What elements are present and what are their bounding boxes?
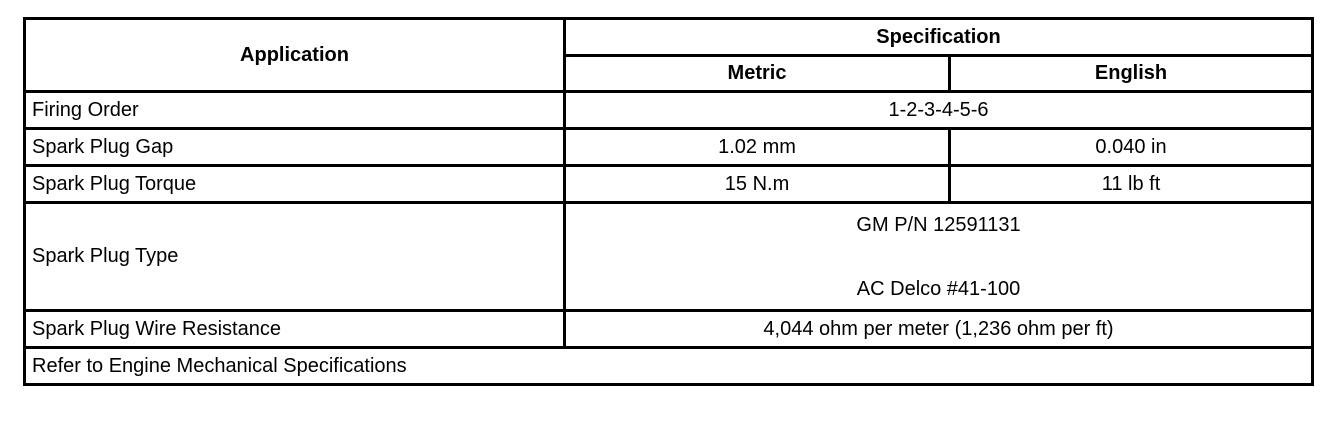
table-row: Refer to Engine Mechanical Specification…	[22, 346, 1315, 386]
table-row: Spark Plug Wire Resistance 4,044 ohm per…	[23, 309, 1315, 349]
application-cell: Spark Plug Wire Resistance	[23, 309, 566, 349]
metric-cell: 1.02 mm	[563, 127, 951, 167]
value-cell: GM P/N 12591131 AC Delco #41-100	[562, 201, 1315, 312]
value-cell: 4,044 ohm per meter (1,236 ohm per ft)	[562, 309, 1315, 349]
header-english: English	[947, 54, 1315, 93]
application-cell: Spark Plug Gap	[23, 127, 566, 167]
metric-cell: 15 N.m	[563, 164, 951, 204]
english-cell: 11 lb ft	[947, 164, 1315, 204]
specifications-table: Application Specification Metric English…	[22, 17, 1315, 386]
table-row: Spark Plug Type GM P/N 12591131 AC Delco…	[23, 201, 1315, 312]
value-cell: 1-2-3-4-5-6	[562, 90, 1315, 130]
table-row: Spark Plug Gap 1.02 mm 0.040 in	[23, 127, 1315, 167]
ac-delco-number: AC Delco #41-100	[856, 278, 1021, 300]
application-cell: Spark Plug Type	[23, 201, 566, 312]
part-number: GM P/N 12591131	[856, 214, 1021, 236]
table-row: Spark Plug Torque 15 N.m 11 lb ft	[23, 164, 1315, 204]
application-cell: Firing Order	[23, 90, 566, 130]
header-metric: Metric	[563, 54, 951, 93]
table-row: Firing Order 1-2-3-4-5-6	[23, 90, 1315, 130]
header-application: Application	[23, 17, 566, 93]
application-cell: Spark Plug Torque	[23, 164, 566, 204]
note-cell: Refer to Engine Mechanical Specification…	[22, 346, 1315, 386]
header-specification: Specification	[562, 17, 1315, 57]
english-cell: 0.040 in	[947, 127, 1315, 167]
